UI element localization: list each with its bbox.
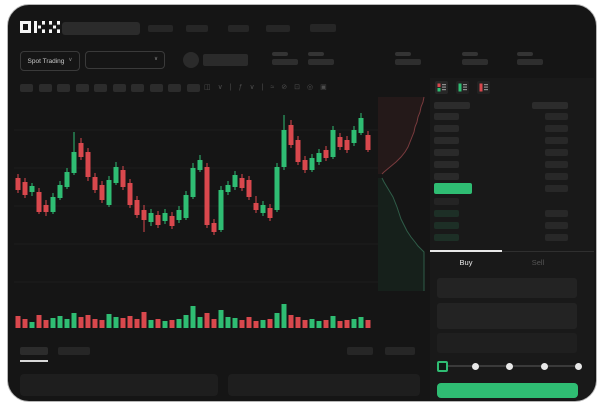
ask-amount-skeleton[interactable] — [545, 185, 568, 192]
orders-panel-skeleton — [20, 374, 218, 396]
chevron-down-icon: ∨ — [68, 57, 73, 64]
fullscreen-icon[interactable]: ▣ — [320, 83, 327, 91]
ask-amount-skeleton[interactable] — [545, 149, 568, 156]
chevron-down-icon[interactable]: ∨ — [217, 83, 223, 91]
volume-chart — [15, 304, 371, 328]
chevron-down-icon: ∨ — [153, 56, 158, 63]
stat-value-skeleton — [395, 59, 421, 65]
amount-input-skeleton[interactable] — [437, 303, 577, 329]
bid-amount-skeleton[interactable] — [545, 222, 568, 229]
bottom-tab-skeleton[interactable] — [347, 347, 373, 355]
slider-stop-dot[interactable] — [575, 362, 582, 370]
timeframe-button-skeleton[interactable] — [168, 84, 181, 92]
ask-price-skeleton[interactable] — [434, 125, 459, 132]
stat-label-skeleton — [517, 52, 533, 56]
orderbook-header-amount-skeleton — [532, 102, 568, 109]
timeframe-button-skeleton[interactable] — [75, 84, 89, 92]
tab-divider — [430, 251, 594, 252]
active-tab-indicator — [430, 250, 502, 252]
ask-price-skeleton[interactable] — [434, 113, 459, 120]
depth-chart — [378, 96, 425, 291]
orderbook-bids-view-icon[interactable] — [456, 81, 469, 94]
bottom-tab-skeleton[interactable] — [385, 347, 415, 355]
toolbar-divider: | — [261, 83, 264, 91]
bid-price-skeleton[interactable] — [434, 198, 459, 205]
bid-price-skeleton[interactable] — [434, 222, 459, 229]
okx-logo[interactable] — [20, 21, 60, 33]
stat-value-skeleton — [272, 59, 298, 65]
timeframe-button-skeleton[interactable] — [20, 84, 33, 92]
timeframe-button-skeleton[interactable] — [149, 84, 163, 92]
ask-price-skeleton[interactable] — [434, 173, 459, 180]
history-panel-skeleton — [228, 374, 420, 396]
coin-avatar — [183, 52, 199, 68]
ask-price-skeleton[interactable] — [434, 149, 459, 156]
bid-price-skeleton[interactable] — [434, 210, 459, 217]
bottom-active-tab-underline — [20, 360, 48, 362]
nav-item-skeleton[interactable] — [228, 25, 249, 32]
bottom-tab-skeleton[interactable] — [58, 347, 90, 355]
stat-label-skeleton — [308, 52, 324, 56]
slider-stop-dot[interactable] — [471, 362, 479, 370]
slider-stop-dot[interactable] — [540, 362, 548, 370]
bid-price-skeleton[interactable] — [434, 234, 459, 241]
candle-style-icon[interactable]: ◫ — [204, 83, 211, 91]
stat-value-skeleton — [517, 59, 543, 65]
timeframe-button-skeleton[interactable] — [131, 84, 144, 92]
nav-item-skeleton[interactable] — [310, 24, 336, 32]
slider-stop-dot[interactable] — [506, 362, 513, 370]
buy-submit-button[interactable] — [437, 383, 578, 398]
indicators-icon[interactable]: ƒ — [238, 83, 243, 91]
ask-amount-skeleton[interactable] — [545, 137, 568, 144]
market-mode-label: Spot Trading — [27, 57, 65, 65]
timeframe-button-skeleton[interactable] — [112, 84, 126, 92]
orderbook-header-price-skeleton — [434, 102, 470, 109]
bottom-tab-skeleton[interactable] — [20, 347, 48, 355]
stat-value-skeleton — [462, 59, 488, 65]
price-input-skeleton[interactable] — [437, 278, 577, 298]
bid-amount-skeleton[interactable] — [545, 210, 568, 217]
timeframe-button-skeleton[interactable] — [186, 84, 200, 92]
timeframe-button-skeleton[interactable] — [38, 84, 52, 92]
ask-amount-skeleton[interactable] — [545, 173, 568, 180]
slider-handle[interactable] — [437, 361, 448, 372]
amount-slider[interactable] — [437, 358, 582, 374]
ask-amount-skeleton[interactable] — [545, 113, 568, 120]
nav-item-skeleton[interactable] — [266, 25, 290, 32]
timeframe-button-skeleton[interactable] — [94, 84, 107, 92]
ask-price-skeleton[interactable] — [434, 137, 459, 144]
draw-tool-icon[interactable]: ⊘ — [281, 83, 288, 91]
market-mode-dropdown[interactable]: Spot Trading ∨ — [20, 51, 80, 71]
total-input-skeleton[interactable] — [437, 333, 577, 353]
bid-amount-skeleton[interactable] — [545, 234, 568, 241]
toolbar-divider: | — [229, 83, 232, 91]
timeframe-button-skeleton[interactable] — [57, 84, 70, 92]
ask-amount-skeleton[interactable] — [545, 161, 568, 168]
nav-item-skeleton[interactable] — [148, 25, 173, 32]
stat-label-skeleton — [462, 52, 478, 56]
orderbook-asks-view-icon[interactable] — [477, 81, 490, 94]
candlestick-chart[interactable] — [14, 100, 378, 292]
ask-amount-skeleton[interactable] — [545, 125, 568, 132]
orderbook-combined-view-icon[interactable] — [435, 81, 448, 94]
pair-name-skeleton — [203, 54, 248, 66]
chart-settings-icon[interactable]: ◎ — [307, 83, 314, 91]
search-input[interactable] — [62, 22, 140, 35]
stat-value-skeleton — [308, 59, 334, 65]
snapshot-icon[interactable]: ⊡ — [294, 83, 301, 91]
nav-item-skeleton[interactable] — [186, 25, 208, 32]
app-window: Spot Trading ∨ ∨ ◫ ∨ | ƒ ∨ | ≈ ⊘ ⊡ ◎ ▣ — [7, 4, 597, 402]
pair-selector-dropdown[interactable]: ∨ — [85, 51, 165, 69]
tab-sell[interactable]: Sell — [531, 257, 545, 267]
ask-price-skeleton[interactable] — [434, 161, 459, 168]
tab-buy[interactable]: Buy — [459, 257, 473, 267]
last-price-badge — [434, 183, 472, 194]
line-tool-icon[interactable]: ≈ — [270, 83, 275, 91]
chevron-down-icon[interactable]: ∨ — [249, 83, 255, 91]
stat-label-skeleton — [272, 52, 288, 56]
stat-label-skeleton — [395, 52, 411, 56]
